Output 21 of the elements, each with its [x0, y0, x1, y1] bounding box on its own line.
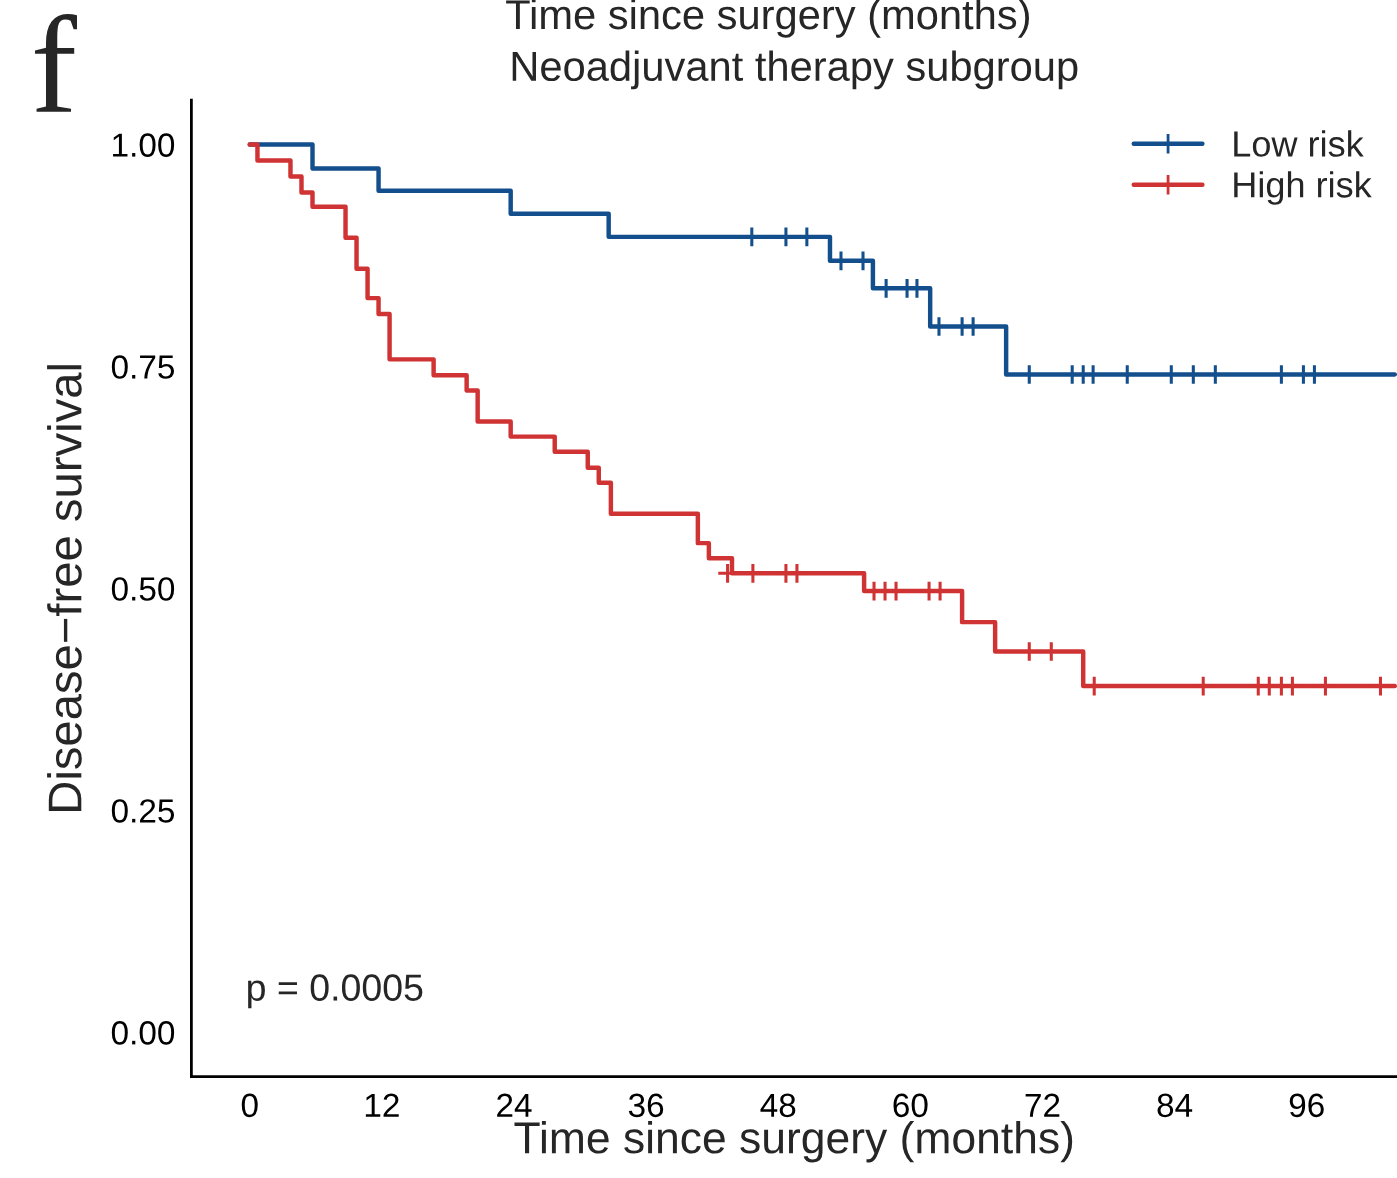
y-tick-label: 0.25 [111, 799, 175, 823]
x-axis-title: Time since surgery (months) [514, 1120, 1073, 1163]
x-tick-label: 36 [628, 1093, 664, 1118]
text: f [35, 13, 77, 112]
x-tick-label: 48 [760, 1093, 796, 1118]
y-tick-label: 0.00 [111, 1021, 175, 1045]
y-tick-label: 0.75 [111, 355, 175, 379]
legend-label: High risk [1234, 171, 1372, 205]
x-tick-label: 84 [1157, 1093, 1193, 1118]
x-tick-label: 96 [1289, 1093, 1324, 1118]
x-tick-label: 60 [893, 1093, 928, 1118]
x-tick-label: 24 [497, 1093, 532, 1117]
x-tick-label: 72 [1025, 1093, 1060, 1117]
y-tick-label: 0.50 [111, 577, 175, 601]
chart-title: Neoadjuvant therapy subgroup [512, 50, 1078, 90]
x-tick-label: 12 [365, 1093, 399, 1117]
legend-label: Low risk [1234, 130, 1364, 157]
annotation: p = 0.0005 [248, 974, 423, 1009]
y-axis-title: Disease−free survival [47, 365, 82, 811]
y-tick-label: 1.00 [113, 133, 175, 157]
x-tick-label: 0 [241, 1093, 258, 1118]
